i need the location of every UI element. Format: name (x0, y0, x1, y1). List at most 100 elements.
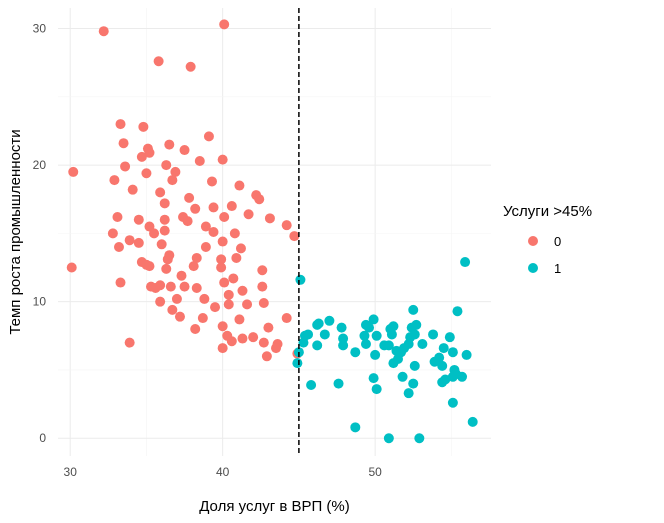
data-point (159, 214, 170, 225)
data-point (112, 211, 123, 222)
data-point (217, 321, 228, 332)
data-point (200, 242, 211, 253)
data-point (216, 262, 227, 273)
data-point (336, 322, 347, 333)
grid (58, 8, 491, 456)
data-point (437, 360, 448, 371)
data-point (217, 343, 228, 354)
data-point (298, 337, 309, 348)
data-point (141, 168, 152, 179)
data-point (414, 433, 425, 444)
data-point (223, 299, 234, 310)
data-points (66, 19, 478, 444)
data-point (383, 340, 394, 351)
data-point (417, 339, 428, 349)
data-point (217, 236, 228, 247)
data-point (159, 225, 170, 236)
data-point (461, 349, 472, 360)
data-point (190, 203, 201, 214)
legend-items: 01 (528, 234, 561, 276)
data-point (403, 388, 414, 399)
data-point (217, 154, 228, 165)
data-point (118, 138, 129, 149)
data-point (191, 252, 202, 263)
data-point (190, 323, 201, 334)
data-point (370, 349, 381, 360)
data-point (281, 313, 292, 324)
data-point (185, 61, 196, 72)
data-point (216, 254, 227, 265)
legend-item-0: 0 (528, 234, 561, 249)
data-point (200, 221, 211, 232)
data-point (368, 314, 379, 325)
data-point (368, 373, 379, 384)
legend-label: 1 (554, 261, 561, 276)
x-tick-label: 40 (216, 465, 230, 479)
data-point (194, 155, 205, 166)
data-point (124, 235, 135, 246)
data-point (306, 379, 317, 390)
data-point (170, 166, 181, 177)
series-0 (66, 19, 303, 362)
data-point (156, 239, 167, 250)
data-point (136, 151, 147, 162)
data-point (319, 329, 330, 340)
y-tick-label: 20 (33, 158, 47, 172)
data-point (234, 314, 245, 325)
data-point (223, 289, 234, 300)
data-point (359, 330, 370, 341)
data-point (295, 274, 306, 285)
legend-label: 0 (554, 234, 561, 249)
data-point (155, 187, 166, 198)
data-point (219, 277, 230, 288)
series-1 (292, 257, 478, 444)
data-point (438, 343, 449, 354)
data-point (371, 330, 382, 341)
data-point (144, 147, 155, 158)
data-point (226, 201, 237, 212)
data-point (174, 311, 185, 322)
data-point (360, 339, 371, 349)
data-point (437, 377, 448, 388)
legend-item-1: 1 (528, 261, 561, 276)
data-point (428, 329, 439, 340)
data-point (176, 270, 187, 281)
data-point (281, 220, 292, 231)
data-point (153, 56, 164, 67)
data-point (388, 358, 399, 369)
data-point (98, 26, 109, 37)
data-point (66, 262, 77, 273)
data-point (289, 231, 300, 242)
data-point (450, 369, 461, 380)
y-tick-label: 30 (33, 21, 47, 35)
data-point (127, 184, 138, 195)
data-point (257, 265, 268, 276)
data-point (219, 19, 230, 30)
data-point (371, 384, 382, 395)
data-point (155, 280, 166, 291)
data-point (159, 198, 170, 209)
data-point (188, 261, 199, 272)
data-point (162, 254, 173, 265)
data-point (447, 397, 458, 408)
data-point (312, 340, 323, 351)
data-point (164, 139, 175, 150)
data-point (248, 332, 259, 343)
data-point (452, 306, 463, 317)
data-point (324, 315, 335, 326)
data-point (167, 175, 178, 186)
data-point (179, 281, 190, 292)
data-point (350, 422, 361, 433)
data-point (364, 322, 375, 333)
data-point (338, 340, 349, 351)
data-point (429, 356, 440, 367)
x-tick-label: 50 (368, 465, 382, 479)
data-point (467, 416, 478, 427)
data-point (409, 360, 420, 371)
data-point (231, 252, 242, 263)
data-point (115, 119, 126, 130)
data-point (234, 180, 245, 191)
data-point (243, 209, 254, 220)
data-point (208, 227, 219, 237)
data-point (124, 337, 135, 348)
